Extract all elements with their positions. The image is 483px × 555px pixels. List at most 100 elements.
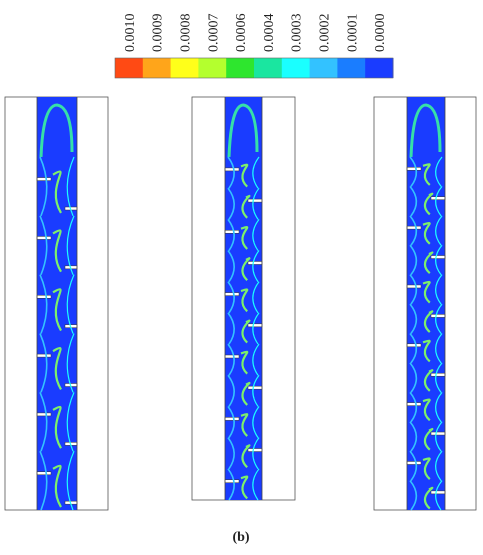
flow-streak [227,405,235,439]
flow-streak [435,480,443,511]
colorbar-swatch [170,58,199,78]
baffle [224,167,240,172]
simulation-panel [4,96,109,511]
colorbar-label: 0.0010 [123,14,138,53]
flow-streak [423,369,434,392]
colorbar-swatch [142,58,172,78]
flow-streak [409,480,418,511]
flow-streak [240,226,249,250]
baffle [406,225,422,230]
flow-streak [435,186,443,217]
baffle [406,461,422,465]
flow-streak [66,333,75,393]
baffle [406,167,422,171]
flow-streak [52,170,62,214]
flow-streak [39,156,48,217]
flow-streak [39,392,48,452]
flow-streak [227,281,235,314]
colorbar-swatch [281,58,311,78]
baffle [247,448,263,452]
colorbar-label: 0.0006 [234,14,249,53]
flow-streak [241,319,251,344]
flow-streak [409,421,418,452]
flow-streak [227,343,235,376]
flow-streak [39,103,74,158]
flow-streak [52,288,62,332]
simulation-panel [373,96,477,511]
flow-streak [422,339,431,363]
flow-streak [423,251,434,275]
flow-streak [240,350,249,375]
flow-streak [423,310,434,333]
baffle [36,295,52,299]
flow-streak [409,450,418,482]
colorbar-label: 0.0002 [318,14,333,53]
flow-streak [435,362,443,393]
flow-streak [435,391,443,423]
flow-streak [241,194,251,219]
baffle [224,417,240,421]
flow-streak [409,215,418,246]
flow-streak [435,303,443,334]
flow-streak [227,187,235,220]
flow-streak [409,244,418,276]
colorbar-label: 0.0008 [179,14,194,53]
baffle [430,196,446,200]
flow-streak [240,163,249,188]
flow-streak [66,156,75,217]
flow-streak [409,103,442,158]
baffle [247,198,263,203]
flow-streak [227,103,259,158]
flow-streak [39,333,48,393]
flow-streak [252,187,260,220]
flow-streak [409,156,418,187]
flow-streak [435,274,443,305]
baffle [36,412,52,417]
flow-streak [435,333,443,364]
flow-streak [66,274,75,334]
flow-streak [422,457,431,480]
simulation-panel [191,96,296,501]
flow-streak [409,362,418,393]
flow-streak [423,428,434,451]
flow-streak [252,219,260,251]
flow-streak [241,382,251,406]
colorbar-swatch [337,58,366,78]
flow-streak [52,405,62,449]
colorbar-label: 0.0001 [345,14,360,53]
flow-streak [435,215,443,246]
flow-streak [409,185,418,217]
flow-streak [252,312,260,345]
colorbar-label: 0.0007 [206,14,221,53]
flow-streak [423,486,434,510]
flow-streak [435,421,443,452]
colorbar-label: 0.0000 [373,14,388,53]
flow-streak [66,392,75,452]
flow-streak [240,413,249,437]
flow-streak [227,468,235,501]
baffle [430,490,446,495]
flow-streak [241,444,251,469]
flow-streak [422,398,431,422]
baffle [224,479,240,483]
flow-streak [227,374,235,407]
flow-streak [435,450,443,481]
baffle [430,314,446,318]
flow-streak [240,288,249,313]
flow-streak [252,437,260,470]
flow-streak [227,250,235,283]
flow-streak [227,156,235,189]
flow-streak [423,192,434,216]
colorbar-swatch [198,58,227,78]
baffle [224,292,240,296]
baffle [406,284,422,289]
flow-streak [409,274,418,305]
flow-streak [39,450,48,511]
baffle [224,354,240,359]
baffle [36,177,52,181]
flow-streak [409,332,418,364]
baffle [406,402,422,406]
baffle [430,255,446,259]
flow-streak [409,391,418,423]
baffle [247,261,263,265]
